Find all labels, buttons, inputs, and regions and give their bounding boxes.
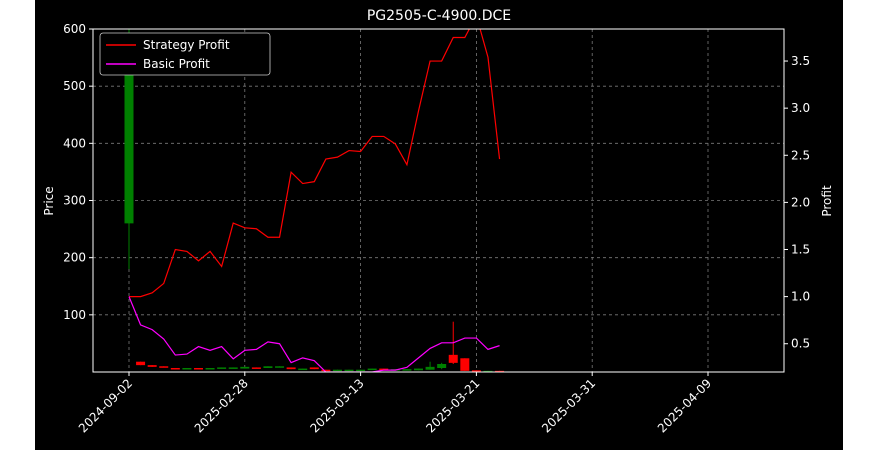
- y-left-tick-label: 300: [63, 194, 86, 208]
- candle-body: [170, 367, 180, 370]
- x-tick-label: 2025-03-13: [308, 376, 367, 435]
- legend-label-strategy-profit: Strategy Profit: [143, 38, 230, 52]
- candle-body: [414, 368, 423, 371]
- candle-body: [286, 367, 296, 370]
- candle-body: [147, 365, 157, 367]
- y-right-tick-label: 1.5: [791, 243, 810, 257]
- grid-lines: [93, 28, 784, 372]
- candle-body: [263, 366, 273, 368]
- legend-box: [99, 32, 271, 76]
- candle-body: [344, 369, 354, 372]
- y-axis-right-label: Profit: [820, 185, 834, 217]
- candle-body: [448, 354, 458, 363]
- candle-body: [136, 361, 146, 366]
- chart-title: PG2505-C-4900.DCE: [367, 8, 511, 24]
- candle-body: [228, 367, 238, 369]
- candle-body: [495, 370, 505, 372]
- profit-lines: [128, 29, 501, 372]
- strategy-profit-line: [129, 29, 501, 298]
- y-right-tick-label: 0.5: [791, 337, 810, 351]
- y-right-tick-label: 3.5: [791, 54, 810, 68]
- candle-body: [298, 368, 308, 371]
- x-tick-label: 2025-04-09: [655, 376, 714, 435]
- legend: Strategy Profit Basic Profit: [99, 32, 271, 76]
- x-tick-label: 2025-03-21: [423, 376, 482, 435]
- candle-body: [159, 366, 169, 368]
- candle-body: [321, 369, 331, 372]
- candle-body: [240, 366, 250, 369]
- candle-body: [193, 367, 203, 370]
- y-left-tick-label: 200: [63, 251, 86, 265]
- basic-profit-line: [128, 296, 500, 372]
- y-right-tick-label: 1.0: [791, 290, 810, 304]
- candle-body: [437, 363, 447, 368]
- candle-body: [182, 367, 192, 370]
- candle-body: [483, 370, 493, 372]
- candle-body: [367, 368, 377, 371]
- y-right-tick-label: 3.0: [791, 101, 810, 115]
- axes: 100 200 300 400 500 600 0.5 1.0 1.5 2.0 2.5 3.0 3.5 2…: [63, 22, 810, 435]
- x-tick-label: 2024-09-02: [76, 376, 135, 435]
- candle-body: [205, 367, 215, 370]
- candle-body: [332, 369, 342, 372]
- candle-body: [356, 369, 366, 372]
- candle-body: [402, 369, 412, 371]
- x-tick-label: 2025-03-31: [539, 376, 598, 435]
- y-right-tick-label: 2.5: [791, 148, 810, 162]
- candle-body: [379, 368, 389, 371]
- y-left-tick-label: 100: [63, 308, 86, 322]
- candle-body: [309, 367, 319, 370]
- x-tick-label: 2025-02-28: [192, 376, 251, 435]
- candle-body: [425, 366, 435, 370]
- candle-body: [460, 358, 470, 371]
- candle-body: [217, 367, 227, 369]
- candle-body: [124, 34, 134, 224]
- candle-body: [275, 366, 285, 368]
- chart-svg: PG2505-C-4900.DCE 1002003004005006000.51…: [42, 8, 834, 435]
- y-axis-left-label: Price: [42, 186, 56, 215]
- y-left-tick-label: 400: [63, 136, 86, 150]
- y-right-tick-label: 2.0: [791, 195, 810, 209]
- chart-figure: PG2505-C-4900.DCE 100 200 300 400 500 600 0.5 1…: [35, 0, 843, 450]
- y-left-tick-label: 600: [63, 22, 86, 36]
- y-left-tick-label: 500: [63, 79, 86, 93]
- candle-body: [471, 370, 481, 372]
- candle-body: [251, 367, 261, 369]
- legend-label-basic-profit: Basic Profit: [143, 57, 210, 71]
